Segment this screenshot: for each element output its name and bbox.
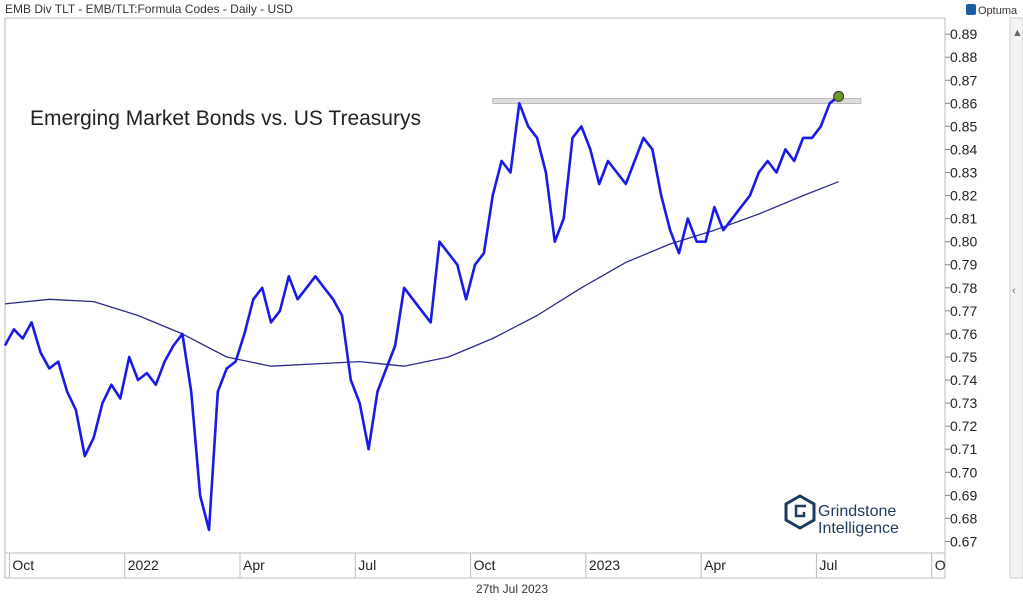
watermark-line1: Grindstone [818,503,896,520]
y-tick-label: 0.84 [950,141,977,157]
x-tick-label: 2023 [589,557,620,573]
y-tick-label: 0.85 [950,118,977,134]
chart-title: Emerging Market Bonds vs. US Treasurys [30,107,421,130]
y-tick-label: 0.87 [950,72,977,88]
y-tick-label: 0.78 [950,280,977,296]
last-point [833,90,845,102]
y-tick-label: 0.80 [950,234,977,250]
x-tick-label: 2022 [128,557,159,573]
x-tick-label: Jul [819,557,837,573]
watermark-logo-g [794,504,806,518]
footer-date: 27th Jul 2023 [476,582,548,596]
header: EMB Div TLT - EMB/TLT:Formula Codes - Da… [5,2,293,16]
x-tick-label: Oct [474,557,496,573]
brand: Optuma [978,5,1018,17]
resistance-line [492,98,862,105]
y-tick-label: 0.73 [950,395,977,411]
x-tick-label: Oct [12,557,34,573]
y-tick-label: 0.88 [950,49,977,65]
y-tick-label: 0.79 [950,257,977,273]
y-tick-label: 0.77 [950,303,977,319]
y-tick-label: 0.81 [950,211,977,227]
y-tick-label: 0.67 [950,533,977,549]
y-tick-label: 0.76 [950,326,977,342]
scrollbar[interactable] [1009,17,1023,579]
watermark-logo [784,494,816,530]
y-tick-label: 0.75 [950,349,977,365]
x-tick-label: O [935,557,946,573]
y-tick-label: 0.72 [950,418,977,434]
y-tick-label: 0.68 [950,510,977,526]
price-line [3,95,840,532]
y-tick-label: 0.70 [950,464,977,480]
brand-icon [966,4,976,15]
scroll-up[interactable]: ▲ [1012,27,1023,39]
x-tick-label: Apr [704,557,726,573]
y-tick-label: 0.71 [950,441,977,457]
watermark-line2: Intelligence [818,520,899,537]
y-tick-label: 0.89 [950,26,977,42]
watermark: Grindstone Intelligence [784,494,899,537]
y-tick-label: 0.69 [950,487,977,503]
scroll-handle[interactable]: ‹ [1012,285,1016,297]
x-tick-label: Apr [243,557,265,573]
y-tick-label: 0.82 [950,188,977,204]
y-tick-label: 0.86 [950,95,977,111]
y-tick-label: 0.83 [950,165,977,181]
y-tick-label: 0.74 [950,372,977,388]
x-tick-label: Jul [358,557,376,573]
x-axis-band [4,552,946,579]
